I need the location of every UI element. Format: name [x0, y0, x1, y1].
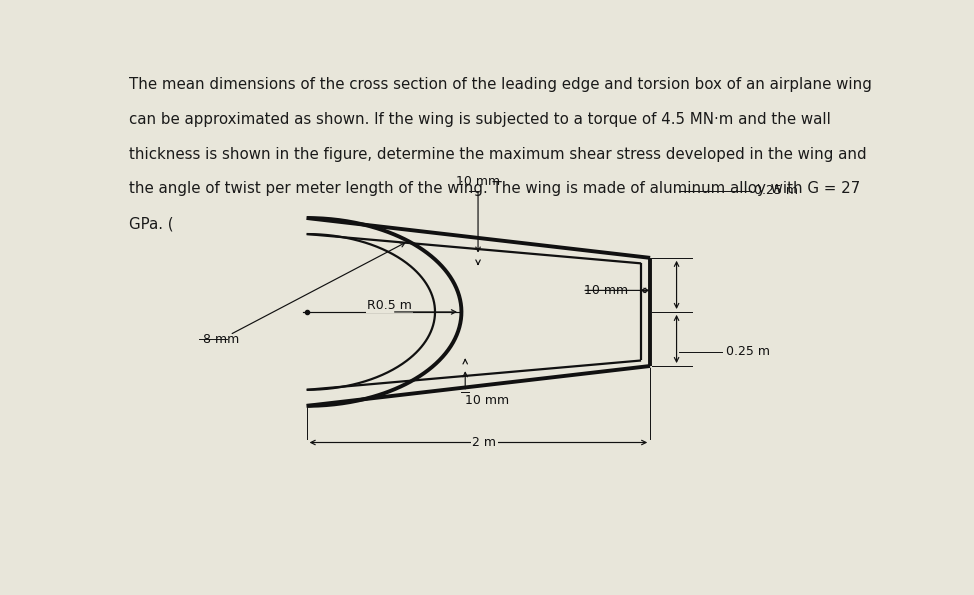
Text: 10 mm: 10 mm	[456, 176, 500, 188]
Text: 10 mm: 10 mm	[584, 284, 628, 297]
Text: 2 m: 2 m	[472, 436, 496, 449]
Text: 8 mm: 8 mm	[204, 333, 240, 346]
Text: 0.25 m: 0.25 m	[726, 345, 769, 358]
Text: the angle of twist per meter length of the wing. The wing is made of aluminum al: the angle of twist per meter length of t…	[130, 181, 861, 196]
Text: R0.5 m: R0.5 m	[367, 299, 412, 312]
Text: The mean dimensions of the cross section of the leading edge and torsion box of : The mean dimensions of the cross section…	[130, 77, 872, 92]
Text: can be approximated as shown. If the wing is subjected to a torque of 4.5 MN·m a: can be approximated as shown. If the win…	[130, 112, 831, 127]
Text: 10 mm: 10 mm	[466, 394, 509, 408]
Text: GPa. (: GPa. (	[130, 216, 173, 231]
Text: 0.25 m: 0.25 m	[754, 184, 799, 197]
Text: thickness is shown in the figure, determine the maximum shear stress developed i: thickness is shown in the figure, determ…	[130, 146, 867, 161]
